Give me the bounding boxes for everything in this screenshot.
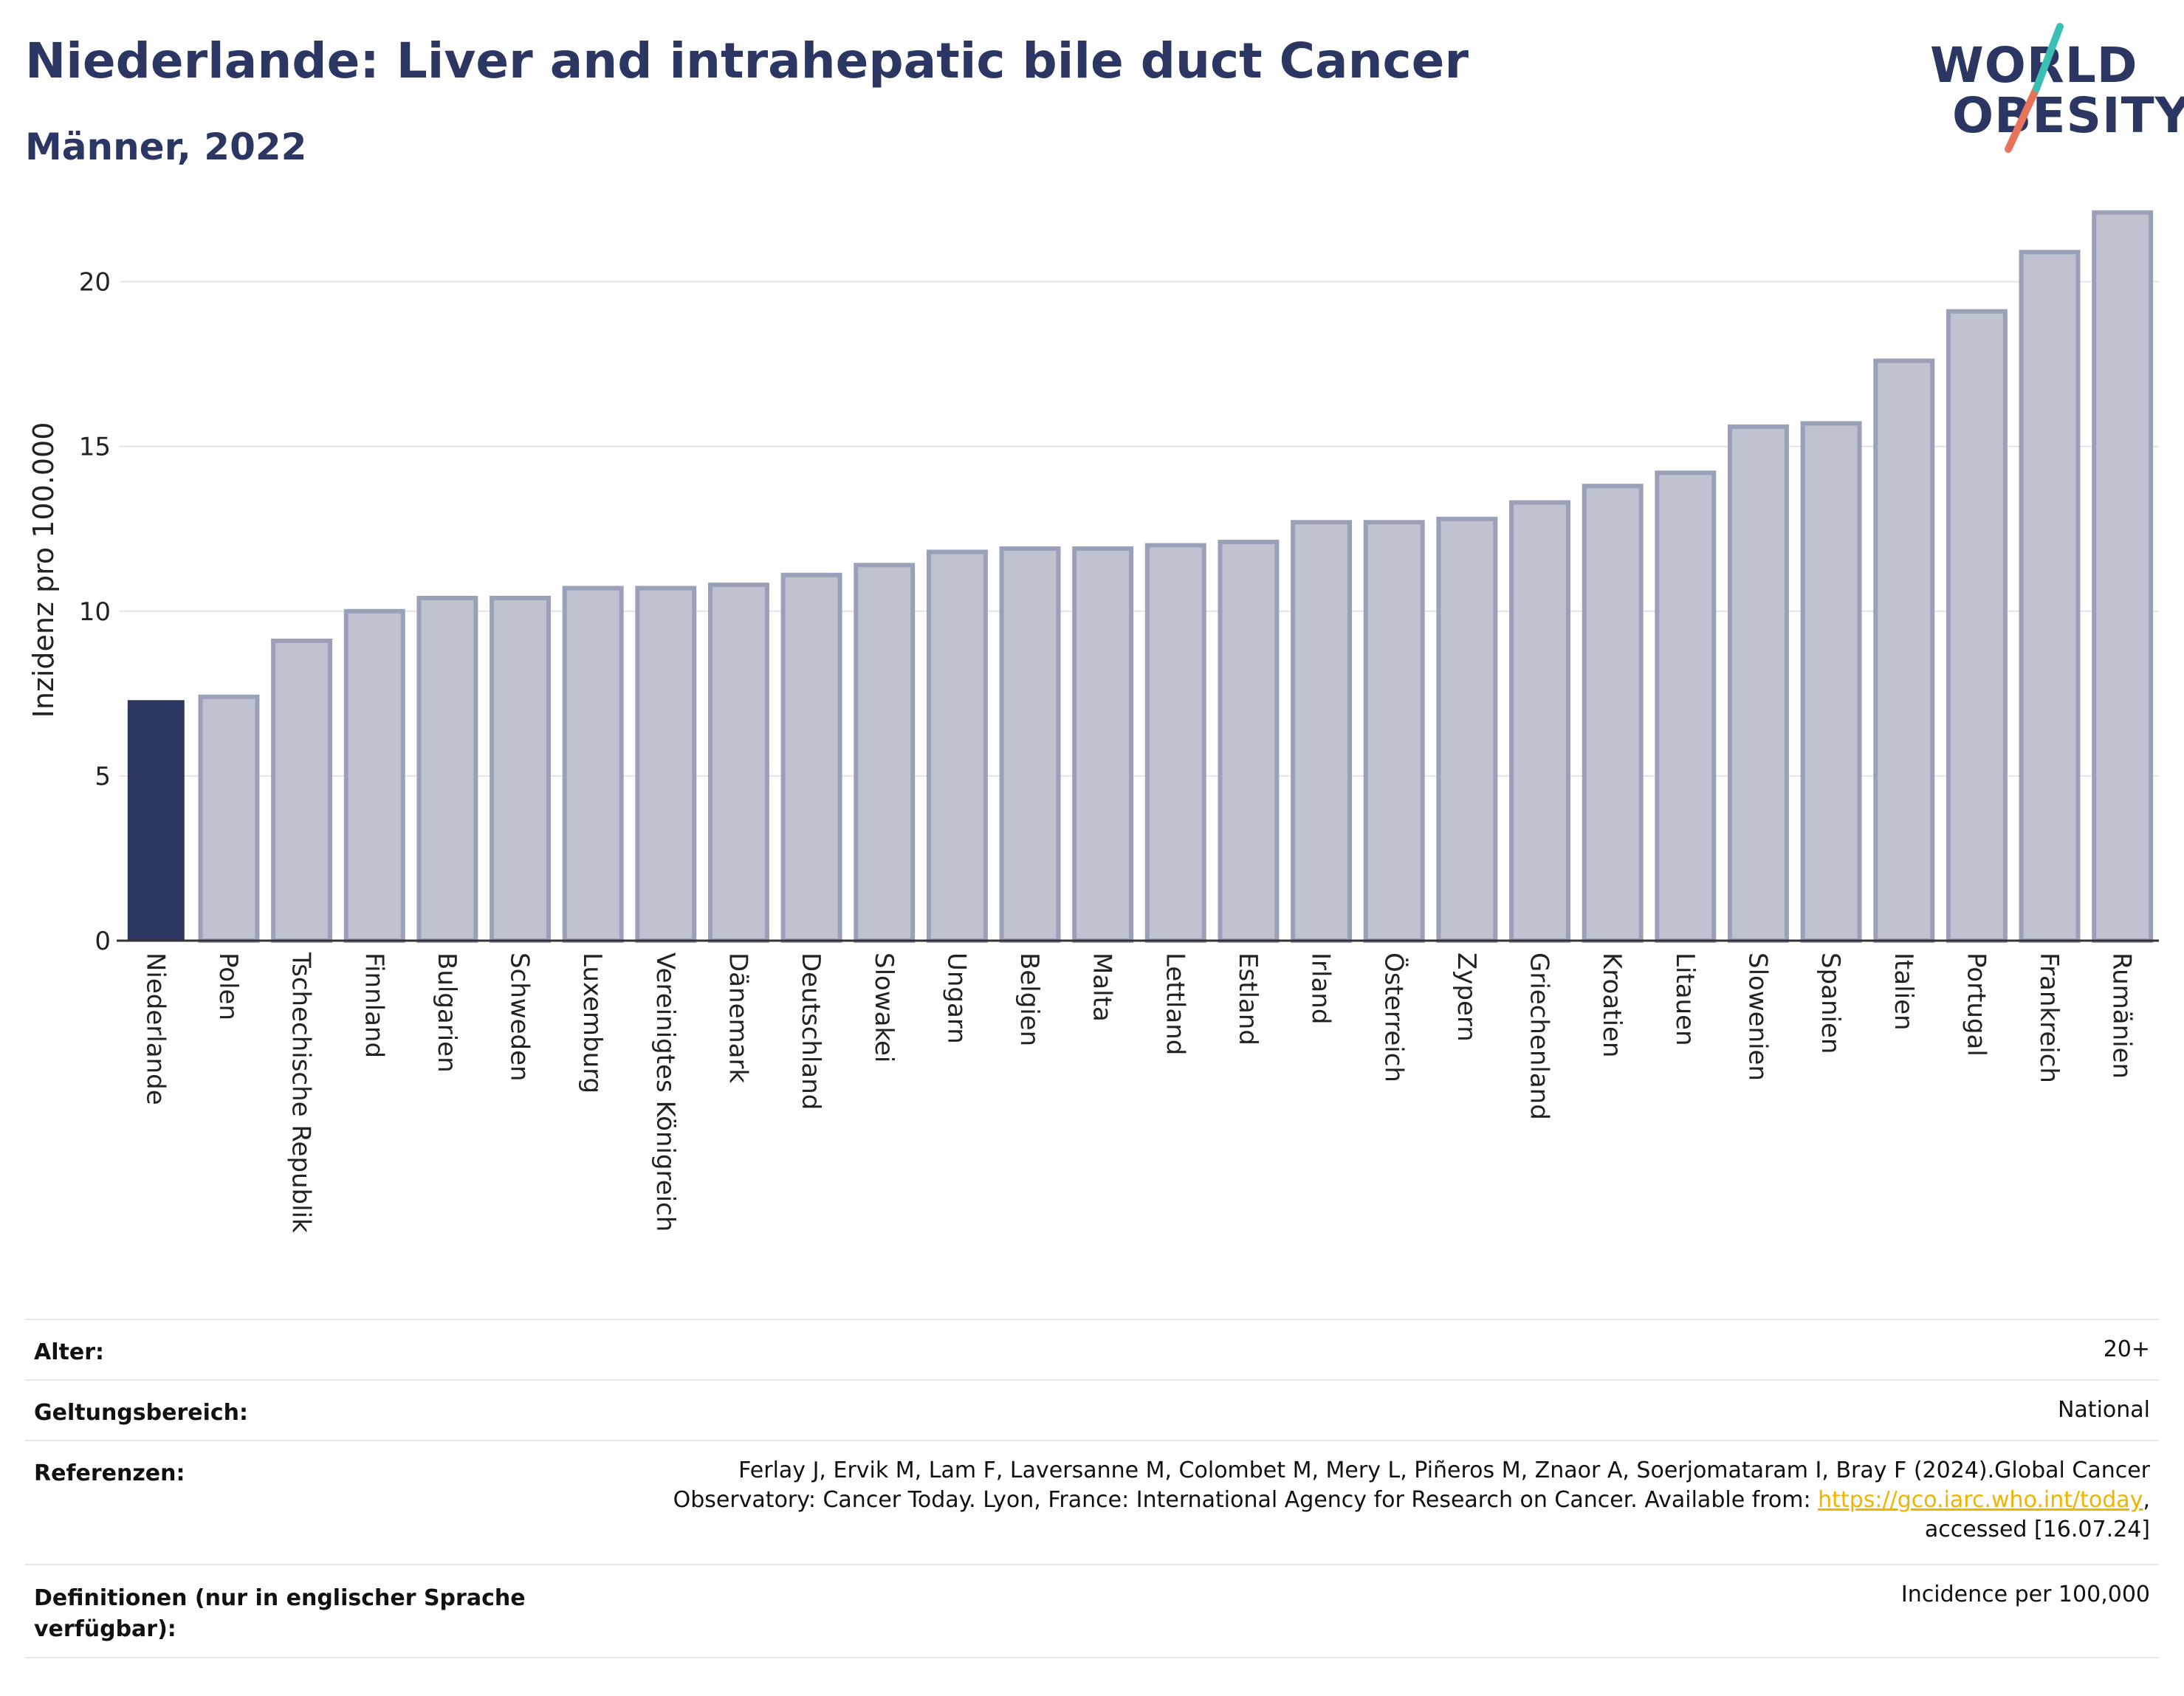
bar	[1800, 421, 1862, 944]
meta-value-age: 20+	[2103, 1336, 2150, 1362]
x-tick-label: Luxemburg	[577, 952, 607, 1094]
bar	[343, 608, 405, 943]
meta-label-references: Referenzen:	[34, 1460, 185, 1486]
x-tick-label: Lettland	[1160, 952, 1189, 1055]
y-tick-label: 15	[79, 433, 111, 462]
x-tick-label: Italien	[1889, 952, 1918, 1031]
bar	[1509, 500, 1571, 944]
reference-line-3: accessed [16.07.24]	[1924, 1517, 2150, 1542]
bar	[635, 586, 697, 943]
bar	[562, 586, 624, 943]
bar	[271, 638, 333, 944]
x-tick-label: Ungarn	[941, 952, 971, 1044]
bar	[490, 595, 552, 943]
x-tick-label: Frankreich	[2034, 952, 2064, 1083]
logo-line-1: WORLD	[1930, 37, 2138, 94]
bar	[707, 583, 769, 944]
meta-value-definitions: Incidence per 100,000	[1900, 1582, 2150, 1607]
x-tick-label: Slowakei	[869, 952, 899, 1062]
x-tick-label: Rumänien	[2107, 952, 2137, 1079]
y-tick-label: 5	[95, 762, 111, 792]
bar	[1363, 520, 1425, 943]
bar	[2092, 210, 2154, 944]
y-axis-title: Inzidenz pro 100.000	[27, 422, 60, 718]
x-axis-labels: Niederlande Polen Tschechische Republik Fin…	[140, 952, 2136, 1233]
meta-label-age: Alter:	[34, 1339, 104, 1365]
bar	[416, 595, 478, 943]
x-tick-label: Zypern	[1452, 952, 1481, 1042]
reference-link[interactable]: https://gco.iarc.who.int/today	[1818, 1487, 2143, 1513]
y-axis-ticks: 0 5 10 15 20	[79, 268, 111, 956]
bar	[2019, 250, 2081, 943]
bar	[1727, 424, 1789, 944]
y-tick-label: 10	[79, 597, 111, 627]
bar	[198, 694, 260, 943]
bar	[1436, 516, 1498, 943]
reference-link-suffix: ,	[2143, 1487, 2150, 1513]
x-tick-label: Polen	[213, 952, 243, 1020]
metadata-table: Alter: 20+ Geltungsbereich: National Ref…	[25, 1319, 2159, 1658]
bar-chart: 0 5 10 15 20 Niederlande Polen Tschechische Re…	[27, 210, 2159, 1233]
x-tick-label: Portugal	[1961, 952, 1991, 1057]
meta-value-references: Ferlay J, Ervik M, Lam F, Laversanne M, …	[673, 1456, 2150, 1545]
y-tick-label: 0	[95, 927, 111, 956]
x-tick-label: Griechenland	[1525, 952, 1554, 1120]
meta-label-scope: Geltungsbereich:	[34, 1400, 249, 1426]
bar	[854, 563, 916, 943]
x-tick-label: Malta	[1088, 952, 1117, 1022]
x-tick-label: Tschechische Republik	[286, 952, 316, 1233]
reference-line-2-text: Observatory: Cancer Today. Lyon, France:…	[673, 1487, 1819, 1513]
logo-slash-icon	[2005, 23, 2064, 153]
bar	[999, 546, 1061, 943]
y-tick-label: 20	[79, 268, 111, 298]
bar	[1873, 358, 1935, 944]
bar	[926, 549, 988, 943]
meta-row-age: Alter: 20+	[25, 1319, 2159, 1381]
bar	[127, 700, 185, 941]
reference-line-1: Ferlay J, Ervik M, Lam F, Laversanne M, …	[738, 1458, 2150, 1483]
x-tick-label: Finnland	[359, 952, 388, 1058]
x-tick-label: Niederlande	[140, 952, 170, 1105]
bar	[1218, 540, 1280, 943]
x-tick-label: Irland	[1306, 952, 1336, 1024]
x-tick-label: Litauen	[1670, 952, 1700, 1046]
x-tick-label: Österreich	[1378, 952, 1409, 1082]
x-tick-label: Vereinigtes Königreich	[650, 952, 680, 1232]
chart-subtitle: Männer, 2022	[25, 126, 307, 168]
definitions-label-line-2: verfügbar):	[34, 1616, 176, 1642]
meta-row-definitions: Definitionen (nur in englischer Sprache …	[25, 1564, 2159, 1658]
definitions-label-line-1: Definitionen (nur in englischer Sprache	[34, 1585, 526, 1611]
bar	[1946, 309, 2008, 943]
bar	[1072, 546, 1134, 943]
x-tick-label: Schweden	[505, 952, 535, 1082]
x-tick-label: Belgien	[1014, 952, 1044, 1046]
x-tick-label: Bulgarien	[432, 952, 461, 1073]
x-tick-label: Dänemark	[723, 952, 752, 1083]
reference-line-2: Observatory: Cancer Today. Lyon, France:…	[673, 1486, 2150, 1515]
x-tick-label: Kroatien	[1597, 952, 1627, 1057]
meta-row-references: Referenzen: Ferlay J, Ervik M, Lam F, La…	[25, 1440, 2159, 1565]
bar	[1655, 470, 1717, 943]
x-tick-label: Spanien	[1816, 952, 1845, 1054]
x-tick-label: Deutschland	[796, 952, 825, 1110]
bar	[1582, 484, 1644, 944]
bar	[1291, 520, 1353, 943]
meta-row-scope: Geltungsbereich: National	[25, 1379, 2159, 1441]
bar	[780, 572, 842, 944]
bars	[127, 210, 2154, 944]
bar	[1144, 543, 1206, 943]
meta-value-scope: National	[2057, 1397, 2150, 1423]
world-obesity-logo: WORLD OBESITY	[1920, 15, 2184, 162]
x-tick-label: Slowenien	[1742, 952, 1772, 1081]
logo-line-2: OBESITY	[1952, 87, 2184, 144]
chart-title: Niederlande: Liver and intrahepatic bile…	[25, 32, 1469, 89]
meta-label-definitions: Definitionen (nur in englischer Sprache …	[34, 1583, 526, 1645]
x-tick-label: Estland	[1233, 952, 1263, 1046]
